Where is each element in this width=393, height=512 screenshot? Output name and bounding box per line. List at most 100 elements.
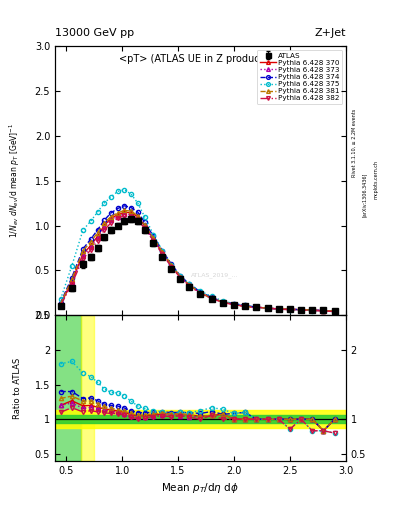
Pythia 6.428 370 [187, 282, 192, 288]
Pythia 6.428 370 [299, 307, 303, 313]
Pythia 6.428 381 [122, 207, 127, 214]
Pythia 6.428 373 [310, 307, 315, 313]
Pythia 6.428 374 [169, 261, 174, 267]
Pythia 6.428 370 [151, 236, 156, 242]
Pythia 6.428 373 [187, 283, 192, 289]
Pythia 6.428 373 [276, 306, 281, 312]
Pythia 6.428 381 [254, 304, 259, 310]
Pythia 6.428 374 [288, 306, 292, 312]
Pythia 6.428 370 [70, 278, 74, 284]
Pythia 6.428 370 [231, 302, 236, 308]
Text: <pT> (ATLAS UE in Z production): <pT> (ATLAS UE in Z production) [119, 54, 282, 64]
Pythia 6.428 381 [276, 306, 281, 312]
Pythia 6.428 375 [58, 296, 63, 302]
Pythia 6.428 382 [220, 300, 225, 306]
Pythia 6.428 374 [108, 210, 113, 216]
Pythia 6.428 373 [81, 253, 85, 259]
Pythia 6.428 382 [169, 264, 174, 270]
Pythia 6.428 370 [81, 251, 85, 258]
Pythia 6.428 382 [108, 220, 113, 226]
Pythia 6.428 373 [95, 235, 100, 241]
Pythia 6.428 375 [310, 308, 315, 314]
Pythia 6.428 382 [136, 217, 140, 223]
Pythia 6.428 373 [321, 308, 326, 314]
Pythia 6.428 373 [115, 214, 120, 220]
Pythia 6.428 373 [178, 274, 183, 281]
Pythia 6.428 381 [299, 307, 303, 313]
Pythia 6.428 370 [321, 308, 326, 314]
Pythia 6.428 375 [129, 191, 134, 197]
Pythia 6.428 370 [254, 304, 259, 310]
Pythia 6.428 375 [332, 309, 337, 315]
Pythia 6.428 381 [231, 302, 236, 308]
Pythia 6.428 373 [70, 279, 74, 285]
Text: Rivet 3.1.10, ≥ 2.2M events: Rivet 3.1.10, ≥ 2.2M events [352, 109, 357, 178]
Line: Pythia 6.428 382: Pythia 6.428 382 [59, 214, 337, 314]
Pythia 6.428 382 [88, 247, 93, 253]
Pythia 6.428 382 [276, 306, 281, 312]
Pythia 6.428 382 [115, 216, 120, 222]
Pythia 6.428 382 [102, 227, 107, 233]
Pythia 6.428 374 [178, 273, 183, 279]
Pythia 6.428 373 [265, 305, 270, 311]
Pythia 6.428 381 [243, 303, 248, 309]
Pythia 6.428 382 [198, 291, 203, 297]
Pythia 6.428 381 [142, 222, 147, 228]
Pythia 6.428 374 [70, 274, 74, 281]
Pythia 6.428 370 [95, 233, 100, 240]
Pythia 6.428 374 [243, 303, 248, 309]
X-axis label: Mean $p_T$/d$\eta$ d$\phi$: Mean $p_T$/d$\eta$ d$\phi$ [162, 481, 239, 495]
Pythia 6.428 381 [220, 299, 225, 305]
Pythia 6.428 370 [142, 223, 147, 229]
Pythia 6.428 370 [102, 223, 107, 229]
Pythia 6.428 370 [169, 262, 174, 268]
Pythia 6.428 370 [332, 308, 337, 314]
Pythia 6.428 381 [70, 276, 74, 283]
Pythia 6.428 382 [209, 295, 214, 301]
Pythia 6.428 370 [198, 290, 203, 296]
Pythia 6.428 381 [321, 308, 326, 314]
Pythia 6.428 381 [136, 212, 140, 219]
Pythia 6.428 373 [58, 302, 63, 308]
Pythia 6.428 381 [151, 235, 156, 241]
Pythia 6.428 374 [276, 306, 281, 312]
Pythia 6.428 374 [198, 289, 203, 295]
Pythia 6.428 374 [299, 307, 303, 313]
Pythia 6.428 374 [142, 219, 147, 225]
Pythia 6.428 373 [136, 216, 140, 222]
Line: Pythia 6.428 375: Pythia 6.428 375 [59, 187, 337, 314]
Pythia 6.428 375 [231, 301, 236, 307]
Y-axis label: $1/N_{ev}$ $dN_{ev}$/d mean $p_T$ [GeV]$^{-1}$: $1/N_{ev}$ $dN_{ev}$/d mean $p_T$ [GeV]$… [7, 123, 22, 239]
Pythia 6.428 374 [151, 233, 156, 240]
Pythia 6.428 374 [231, 301, 236, 307]
Pythia 6.428 375 [209, 293, 214, 300]
Pythia 6.428 370 [58, 302, 63, 308]
Pythia 6.428 374 [209, 294, 214, 301]
Pythia 6.428 374 [160, 248, 165, 254]
Text: [arXiv:1306.3436]: [arXiv:1306.3436] [362, 173, 367, 217]
Pythia 6.428 370 [276, 306, 281, 312]
Pythia 6.428 382 [254, 304, 259, 310]
Pythia 6.428 381 [310, 307, 315, 313]
Pythia 6.428 382 [81, 255, 85, 262]
Pythia 6.428 370 [288, 306, 292, 312]
Pythia 6.428 381 [129, 208, 134, 214]
Pythia 6.428 381 [178, 273, 183, 280]
Pythia 6.428 373 [220, 299, 225, 305]
Pythia 6.428 373 [160, 250, 165, 257]
Pythia 6.428 381 [88, 239, 93, 245]
Pythia 6.428 382 [58, 303, 63, 309]
Pythia 6.428 374 [254, 304, 259, 310]
Line: Pythia 6.428 373: Pythia 6.428 373 [59, 212, 337, 313]
Pythia 6.428 381 [288, 306, 292, 312]
Pythia 6.428 381 [187, 282, 192, 288]
Pythia 6.428 382 [151, 238, 156, 244]
Pythia 6.428 375 [160, 248, 165, 254]
Pythia 6.428 370 [160, 249, 165, 255]
Pythia 6.428 370 [88, 242, 93, 248]
Pythia 6.428 375 [122, 186, 127, 193]
Pythia 6.428 374 [332, 308, 337, 314]
Pythia 6.428 375 [95, 209, 100, 215]
Pythia 6.428 381 [265, 305, 270, 311]
Pythia 6.428 375 [102, 200, 107, 206]
